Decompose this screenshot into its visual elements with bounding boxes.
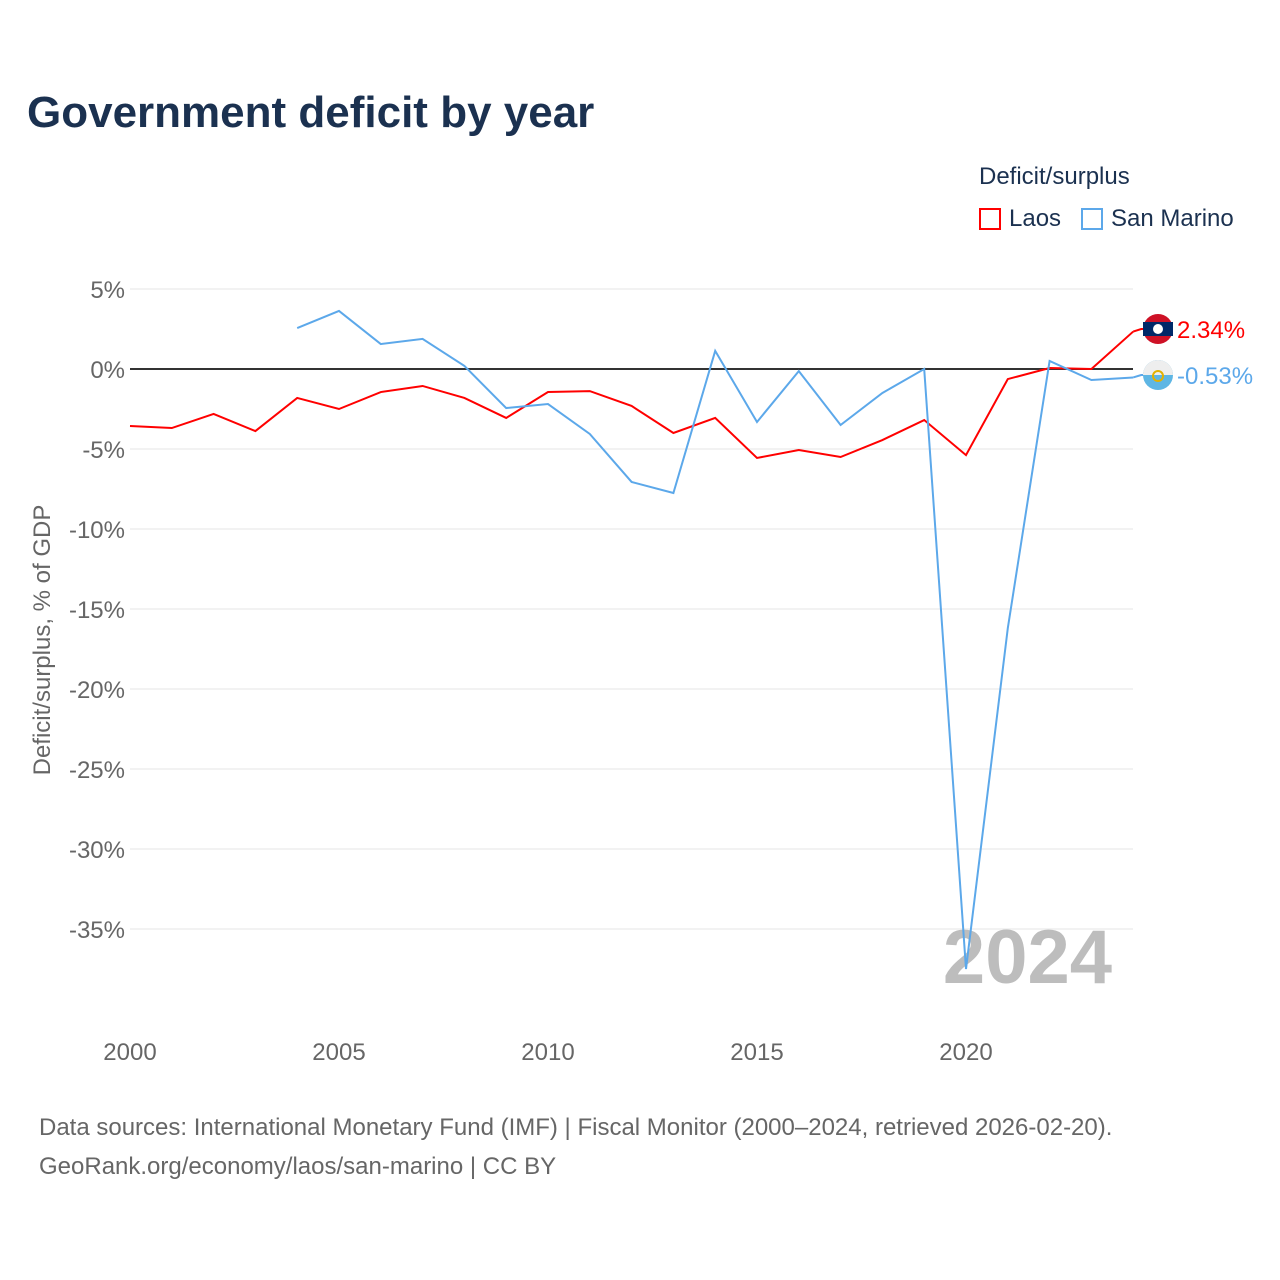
end-value-label: 2.34% xyxy=(1177,317,1245,344)
series-line-san-marino xyxy=(296,309,1134,970)
y-axis-label: Deficit/surplus, % of GDP xyxy=(29,505,56,776)
y-tick-label: -30% xyxy=(69,837,125,864)
series-line-laos xyxy=(129,330,1134,460)
y-tick-label: -20% xyxy=(69,677,125,704)
laos-flag-disc xyxy=(1153,324,1163,334)
y-tick-label: -25% xyxy=(69,757,125,784)
source-note: Data sources: International Monetary Fun… xyxy=(39,1108,1112,1186)
y-tick-label: 5% xyxy=(90,277,125,304)
legend-item-laos[interactable]: Laos xyxy=(979,205,1061,233)
source-line: Data sources: International Monetary Fun… xyxy=(39,1114,1113,1141)
legend-item-san-marino[interactable]: San Marino xyxy=(1081,205,1234,233)
x-tick-label: 2015 xyxy=(730,1039,783,1066)
y-tick-label: -5% xyxy=(82,437,125,464)
y-tick-label: -35% xyxy=(69,917,125,944)
x-tick-label: 2020 xyxy=(939,1039,992,1066)
legend-label: Laos xyxy=(1009,205,1062,232)
source-link[interactable]: GeoRank.org/economy/laos/san-marino | CC… xyxy=(39,1153,557,1180)
legend-label: San Marino xyxy=(1111,205,1234,232)
y-tick-label: -10% xyxy=(69,517,125,544)
x-tick-label: 2000 xyxy=(103,1039,156,1066)
y-tick-label: 0% xyxy=(90,357,125,384)
san-marino-flag-emblem xyxy=(1152,370,1164,382)
x-tick-label: 2010 xyxy=(521,1039,574,1066)
san-marino-flag-top xyxy=(1143,360,1173,375)
chart-title: Government deficit by year xyxy=(27,88,595,137)
x-tick-label: 2005 xyxy=(312,1039,365,1066)
legend-swatch xyxy=(979,208,1001,230)
end-value-label: -0.53% xyxy=(1177,363,1253,390)
legend-title: Deficit/surplus xyxy=(979,163,1130,190)
legend-swatch xyxy=(1081,208,1103,230)
y-tick-label: -15% xyxy=(69,597,125,624)
